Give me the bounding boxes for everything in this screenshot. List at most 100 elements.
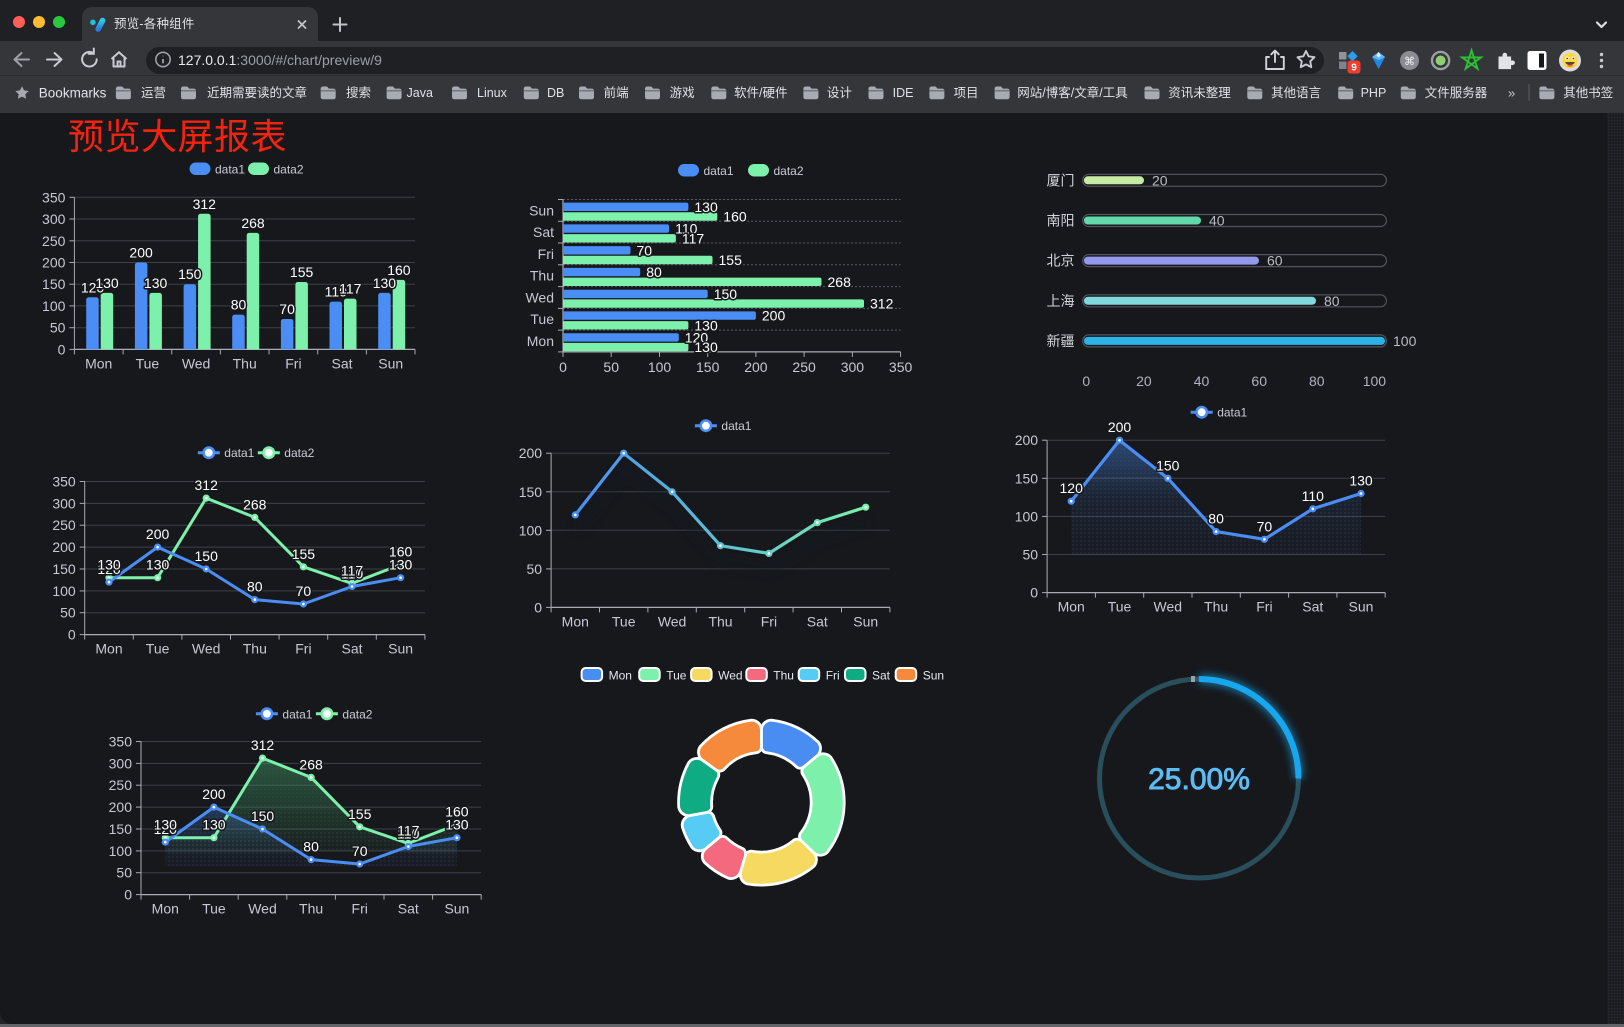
svg-text:0: 0 (1030, 585, 1038, 601)
svg-text:250: 250 (42, 233, 66, 249)
svg-text:Tue: Tue (1108, 599, 1132, 615)
svg-text:70: 70 (352, 843, 368, 859)
svg-text:160: 160 (723, 209, 747, 225)
svg-text:Thu: Thu (233, 355, 257, 371)
svg-text:Wed: Wed (248, 901, 277, 917)
svg-text:9: 9 (1351, 63, 1357, 74)
svg-text:130: 130 (146, 557, 170, 573)
svg-text:Bookmarks: Bookmarks (39, 85, 107, 100)
svg-text:近期需要读的文章: 近期需要读的文章 (207, 85, 307, 100)
svg-text:Fri: Fri (285, 355, 301, 371)
svg-text:110: 110 (325, 284, 348, 300)
svg-text:200: 200 (109, 799, 133, 815)
svg-text:100: 100 (1363, 373, 1387, 389)
svg-text:20: 20 (1136, 373, 1152, 389)
svg-text:Wed: Wed (1154, 599, 1183, 615)
svg-text:300: 300 (109, 755, 133, 771)
svg-text:300: 300 (42, 211, 66, 227)
svg-text:Mon: Mon (85, 355, 112, 371)
svg-text:80: 80 (303, 839, 319, 855)
svg-text:Tue: Tue (612, 613, 636, 629)
svg-text:Fri: Fri (538, 246, 554, 262)
svg-text:Wed: Wed (182, 355, 211, 371)
svg-text:120: 120 (97, 561, 121, 577)
svg-text:Mon: Mon (562, 613, 589, 629)
svg-text:Sun: Sun (444, 901, 469, 917)
svg-text:0: 0 (559, 359, 567, 375)
svg-text:100: 100 (1393, 333, 1417, 349)
svg-text:Mon: Mon (95, 641, 122, 657)
svg-text:搜索: 搜索 (346, 85, 371, 100)
svg-text:前端: 前端 (604, 85, 629, 100)
svg-text:data2: data2 (274, 163, 304, 177)
svg-text:130: 130 (694, 339, 718, 355)
svg-text:312: 312 (195, 477, 219, 493)
svg-text:Tue: Tue (666, 669, 687, 683)
svg-text:160: 160 (445, 804, 469, 820)
svg-text:100: 100 (1015, 508, 1039, 524)
svg-text:117: 117 (341, 562, 364, 578)
svg-text:150: 150 (251, 808, 275, 824)
svg-text:200: 200 (1015, 432, 1039, 448)
svg-text:130: 130 (1349, 473, 1373, 489)
svg-text:Mon: Mon (609, 669, 632, 683)
svg-text:PHP: PHP (1361, 86, 1387, 100)
svg-text:IDE: IDE (893, 86, 914, 100)
svg-text:DB: DB (547, 86, 564, 100)
svg-text:厦门: 厦门 (1047, 172, 1075, 188)
svg-text:设计: 设计 (827, 85, 852, 100)
svg-text:150: 150 (1156, 457, 1180, 473)
svg-text:130: 130 (389, 557, 413, 573)
svg-text:Thu: Thu (708, 613, 732, 629)
svg-text:0: 0 (68, 627, 76, 643)
svg-text:200: 200 (202, 786, 226, 802)
svg-text:200: 200 (762, 308, 786, 324)
svg-text:100: 100 (648, 359, 672, 375)
svg-text:data1: data1 (721, 419, 751, 433)
svg-text:Fri: Fri (295, 641, 311, 657)
svg-text:120: 120 (1060, 480, 1084, 496)
svg-text:130: 130 (97, 557, 121, 573)
svg-text:文件服务器: 文件服务器 (1425, 85, 1488, 100)
svg-text:160: 160 (389, 544, 413, 560)
svg-text:110: 110 (397, 826, 420, 842)
svg-text:软件/硬件: 软件/硬件 (734, 86, 787, 100)
svg-text:Linux: Linux (477, 86, 508, 100)
svg-text:data2: data2 (342, 707, 372, 721)
svg-text:Wed: Wed (192, 641, 221, 657)
svg-text:50: 50 (527, 561, 543, 577)
svg-text:200: 200 (519, 445, 543, 461)
svg-text:150: 150 (1015, 470, 1039, 486)
svg-text:data1: data1 (704, 164, 734, 178)
svg-text:70: 70 (1257, 518, 1273, 534)
svg-text:268: 268 (243, 496, 267, 512)
svg-text:Fri: Fri (352, 901, 368, 917)
svg-text:Sat: Sat (807, 613, 828, 629)
svg-text:40: 40 (1194, 373, 1210, 389)
svg-text:160: 160 (387, 262, 411, 278)
svg-text:130: 130 (373, 275, 397, 291)
svg-text:80: 80 (1309, 373, 1325, 389)
svg-text:117: 117 (397, 822, 420, 838)
svg-text:50: 50 (50, 320, 66, 336)
svg-text:150: 150 (696, 359, 720, 375)
svg-text:Thu: Thu (299, 901, 323, 917)
svg-text:Sun: Sun (388, 641, 413, 657)
svg-text:Java: Java (407, 86, 433, 100)
svg-text:200: 200 (52, 539, 76, 555)
svg-text:130: 130 (202, 817, 226, 833)
svg-text:0: 0 (534, 599, 542, 615)
svg-text:100: 100 (52, 583, 76, 599)
svg-text:Wed: Wed (658, 613, 687, 629)
svg-text:60: 60 (1251, 373, 1267, 389)
svg-text:100: 100 (109, 843, 133, 859)
svg-text:Thu: Thu (1204, 599, 1228, 615)
svg-text:150: 150 (109, 821, 133, 837)
svg-text:110: 110 (341, 566, 364, 582)
svg-text:上海: 上海 (1047, 293, 1075, 309)
svg-text:150: 150 (52, 561, 76, 577)
svg-text:70: 70 (637, 242, 653, 258)
svg-text:70: 70 (279, 301, 295, 317)
svg-text:100: 100 (42, 298, 66, 314)
svg-text:312: 312 (251, 737, 275, 753)
